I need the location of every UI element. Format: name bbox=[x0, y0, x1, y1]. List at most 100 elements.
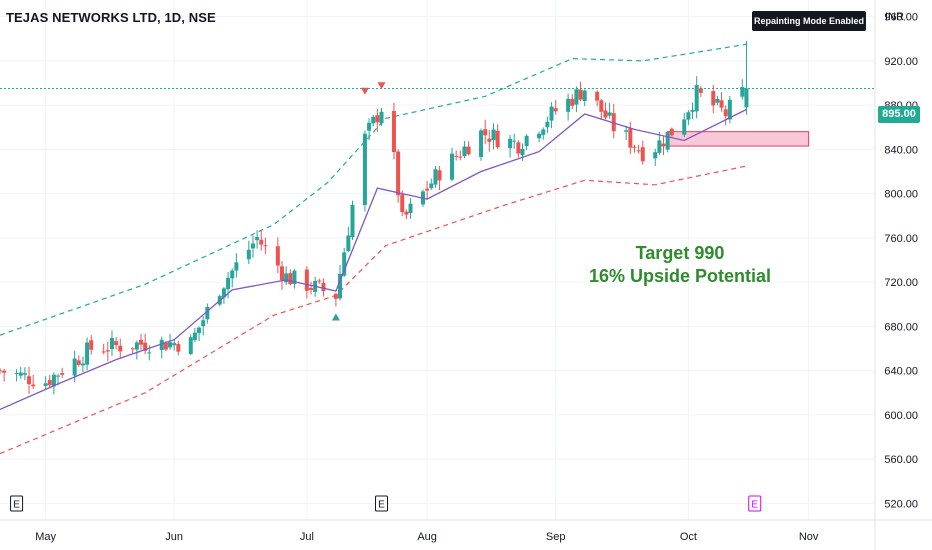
candle-body-88 bbox=[512, 140, 517, 142]
candles bbox=[0, 40, 749, 395]
last-price-tag: 895.00 bbox=[878, 106, 920, 123]
candle-body-8 bbox=[47, 380, 52, 386]
candle-body-17 bbox=[101, 351, 106, 353]
y-tick-label-7: 800.00 bbox=[884, 189, 918, 201]
sell-signal-2 bbox=[377, 82, 386, 90]
y-tick-label-10: 920.00 bbox=[884, 56, 918, 68]
candle-body-59 bbox=[342, 252, 347, 276]
candle-body-5 bbox=[27, 376, 32, 385]
candle-body-103 bbox=[599, 100, 604, 112]
candle-body-45 bbox=[259, 239, 264, 245]
symbol-title[interactable]: TEJAS NETWORKS LTD, 1D, NSE bbox=[6, 10, 216, 25]
lower-band-line bbox=[0, 165, 747, 455]
candle-body-125 bbox=[723, 109, 728, 117]
candle-body-81 bbox=[466, 146, 471, 155]
candle-body-97 bbox=[566, 98, 571, 112]
candle-body-15 bbox=[85, 342, 90, 365]
candle-body-93 bbox=[541, 129, 546, 135]
candle-body-23 bbox=[134, 342, 139, 350]
candle-body-126 bbox=[727, 99, 732, 120]
candle-body-96 bbox=[553, 108, 558, 112]
candle-body-14 bbox=[80, 363, 85, 366]
candle-body-32 bbox=[188, 337, 193, 355]
y-tick-label-1: 560.00 bbox=[884, 454, 918, 466]
candle-body-120 bbox=[694, 85, 699, 112]
upper-band-line bbox=[0, 43, 747, 336]
candle-body-87 bbox=[508, 138, 513, 149]
candle-body-1 bbox=[2, 370, 7, 373]
candle-body-101 bbox=[582, 90, 587, 102]
earnings-label-1: E bbox=[378, 500, 385, 511]
candle-body-89 bbox=[516, 142, 521, 154]
candle-body-95 bbox=[549, 106, 554, 121]
y-tick-label-2: 600.00 bbox=[884, 410, 918, 422]
candle-body-53 bbox=[309, 288, 314, 290]
candle-body-90 bbox=[520, 148, 525, 156]
candle-body-102 bbox=[595, 91, 600, 101]
y-tick-label-6: 760.00 bbox=[884, 233, 918, 245]
candle-body-69 bbox=[400, 194, 405, 213]
price-bands bbox=[0, 43, 747, 455]
y-tick-label-8: 840.00 bbox=[884, 144, 918, 156]
candle-body-128 bbox=[744, 88, 749, 108]
candle-body-105 bbox=[607, 112, 612, 116]
signals bbox=[331, 82, 386, 321]
y-tick-label-0: 520.00 bbox=[884, 498, 918, 510]
candle-body-26 bbox=[147, 352, 152, 354]
candle-body-38 bbox=[221, 288, 226, 298]
candle-body-76 bbox=[437, 170, 442, 181]
candle-body-82 bbox=[479, 130, 484, 157]
candle-body-70 bbox=[404, 211, 409, 215]
candle-body-127 bbox=[740, 87, 745, 97]
candle-body-71 bbox=[408, 203, 413, 214]
candle-body-117 bbox=[682, 119, 687, 135]
candle-body-77 bbox=[450, 153, 455, 180]
candle-body-78 bbox=[454, 155, 459, 157]
candle-body-65 bbox=[375, 115, 380, 123]
candle-body-6 bbox=[31, 384, 36, 387]
moving-average bbox=[0, 108, 747, 410]
candle-body-73 bbox=[425, 188, 430, 191]
candle-body-98 bbox=[570, 98, 575, 106]
currency-label[interactable]: INR bbox=[885, 11, 904, 23]
candle-body-21 bbox=[118, 345, 123, 352]
candle-body-61 bbox=[350, 204, 355, 237]
candle-body-18 bbox=[105, 350, 110, 352]
candle-body-55 bbox=[317, 280, 322, 282]
candle-body-36 bbox=[205, 307, 210, 320]
x-tick-label-0: May bbox=[35, 531, 56, 543]
candle-body-114 bbox=[661, 143, 666, 147]
candle-body-86 bbox=[495, 130, 500, 148]
candle-body-40 bbox=[230, 270, 235, 279]
x-tick-label-1: Jun bbox=[165, 531, 183, 543]
x-tick-label-5: Oct bbox=[680, 531, 697, 543]
candle-body-22 bbox=[130, 348, 135, 350]
target-annotation: Target 990 16% Upside Potential bbox=[560, 242, 800, 288]
x-tick-label-6: Nov bbox=[799, 531, 819, 543]
candle-body-121 bbox=[698, 88, 703, 93]
candle-body-64 bbox=[371, 116, 376, 124]
candle-body-112 bbox=[653, 152, 658, 159]
candle-body-2 bbox=[14, 372, 19, 374]
candle-body-111 bbox=[640, 147, 645, 162]
repainting-mode-badge[interactable]: Repainting Mode Enabled bbox=[752, 11, 866, 31]
candle-body-118 bbox=[686, 112, 691, 120]
sell-signal-1 bbox=[360, 87, 369, 95]
candle-body-63 bbox=[367, 122, 372, 131]
candle-body-51 bbox=[292, 270, 297, 285]
candle-body-79 bbox=[458, 156, 463, 158]
candle-body-57 bbox=[333, 294, 338, 299]
candle-body-49 bbox=[284, 273, 289, 283]
x-tick-label-4: Sep bbox=[546, 531, 566, 543]
candle-body-41 bbox=[234, 262, 239, 271]
candle-body-108 bbox=[628, 128, 633, 148]
buy-signal-0 bbox=[331, 313, 340, 321]
candle-body-67 bbox=[391, 110, 396, 153]
earnings-box-0 bbox=[10, 495, 24, 512]
candle-body-99 bbox=[574, 89, 579, 105]
candle-body-104 bbox=[603, 110, 608, 118]
candle-body-100 bbox=[578, 89, 583, 100]
